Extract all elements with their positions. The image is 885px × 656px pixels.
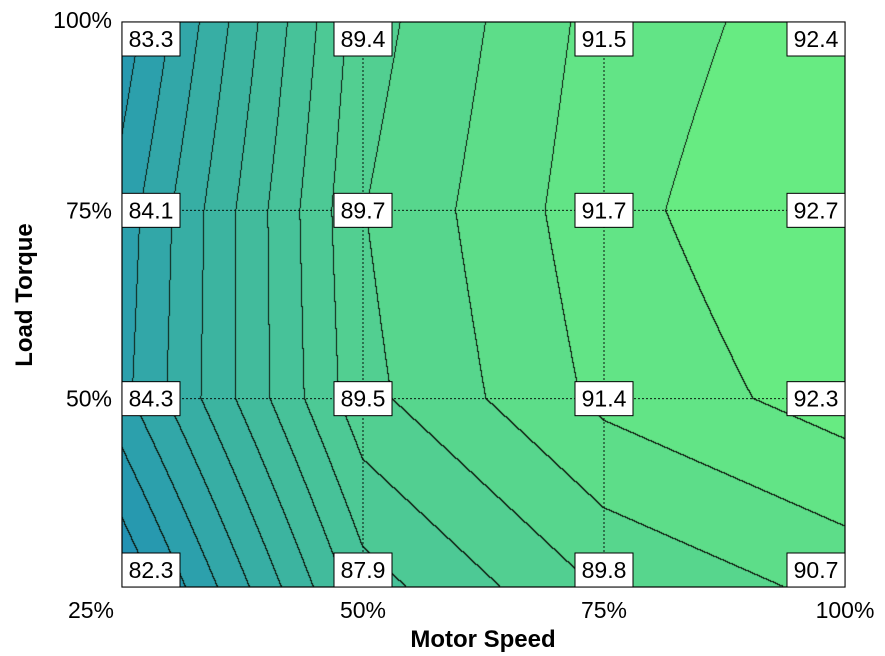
data-label-box <box>333 192 393 228</box>
data-label: 89.7 <box>341 197 386 223</box>
x-tick-label: 25% <box>68 597 114 623</box>
data-label: 87.9 <box>341 557 386 583</box>
y-axis-title: Load Torque <box>11 223 38 367</box>
data-label-box <box>574 552 634 588</box>
x-tick-label: 50% <box>340 597 386 623</box>
data-label-box <box>574 21 634 57</box>
data-label: 89.4 <box>341 26 386 52</box>
data-label: 91.7 <box>582 197 627 223</box>
grid-lines <box>122 22 845 587</box>
axis-ticks: 25% 50% 75% 100% 50% 75% 100% <box>53 7 874 623</box>
data-label-box <box>574 192 634 228</box>
x-tick-label: 100% <box>816 597 875 623</box>
plot-area <box>122 22 845 587</box>
data-label: 84.1 <box>129 197 174 223</box>
data-label-box <box>121 192 181 228</box>
data-label-box <box>786 21 846 57</box>
data-label: 92.7 <box>794 197 839 223</box>
y-tick-label: 75% <box>66 197 112 223</box>
data-labels: 82.3 87.9 89.8 90.7 84.3 89.5 91.4 92.3 84.1 89.7… <box>121 21 846 588</box>
data-label: 89.8 <box>582 557 627 583</box>
data-label-box <box>121 21 181 57</box>
x-tick-label: 75% <box>581 597 627 623</box>
data-label-box <box>333 552 393 588</box>
plot-frame <box>121 21 846 588</box>
data-label: 89.5 <box>341 386 386 412</box>
data-label-box <box>333 21 393 57</box>
data-label-box <box>121 552 181 588</box>
data-label: 83.3 <box>129 26 174 52</box>
y-tick-label: 50% <box>66 386 112 412</box>
data-label: 90.7 <box>794 557 839 583</box>
contour-fill <box>122 22 845 587</box>
data-label: 92.3 <box>794 386 839 412</box>
data-label-box <box>574 381 634 417</box>
data-label-box <box>121 381 181 417</box>
data-label-box <box>786 192 846 228</box>
x-axis-title: Motor Speed <box>410 626 555 653</box>
y-tick-label: 100% <box>53 7 112 33</box>
data-label: 92.4 <box>794 26 839 52</box>
data-label-box <box>333 381 393 417</box>
data-label: 82.3 <box>129 557 174 583</box>
data-label: 91.4 <box>582 386 627 412</box>
data-label: 91.5 <box>582 26 627 52</box>
data-label: 84.3 <box>129 386 174 412</box>
data-label-box <box>786 381 846 417</box>
data-label-box <box>786 552 846 588</box>
